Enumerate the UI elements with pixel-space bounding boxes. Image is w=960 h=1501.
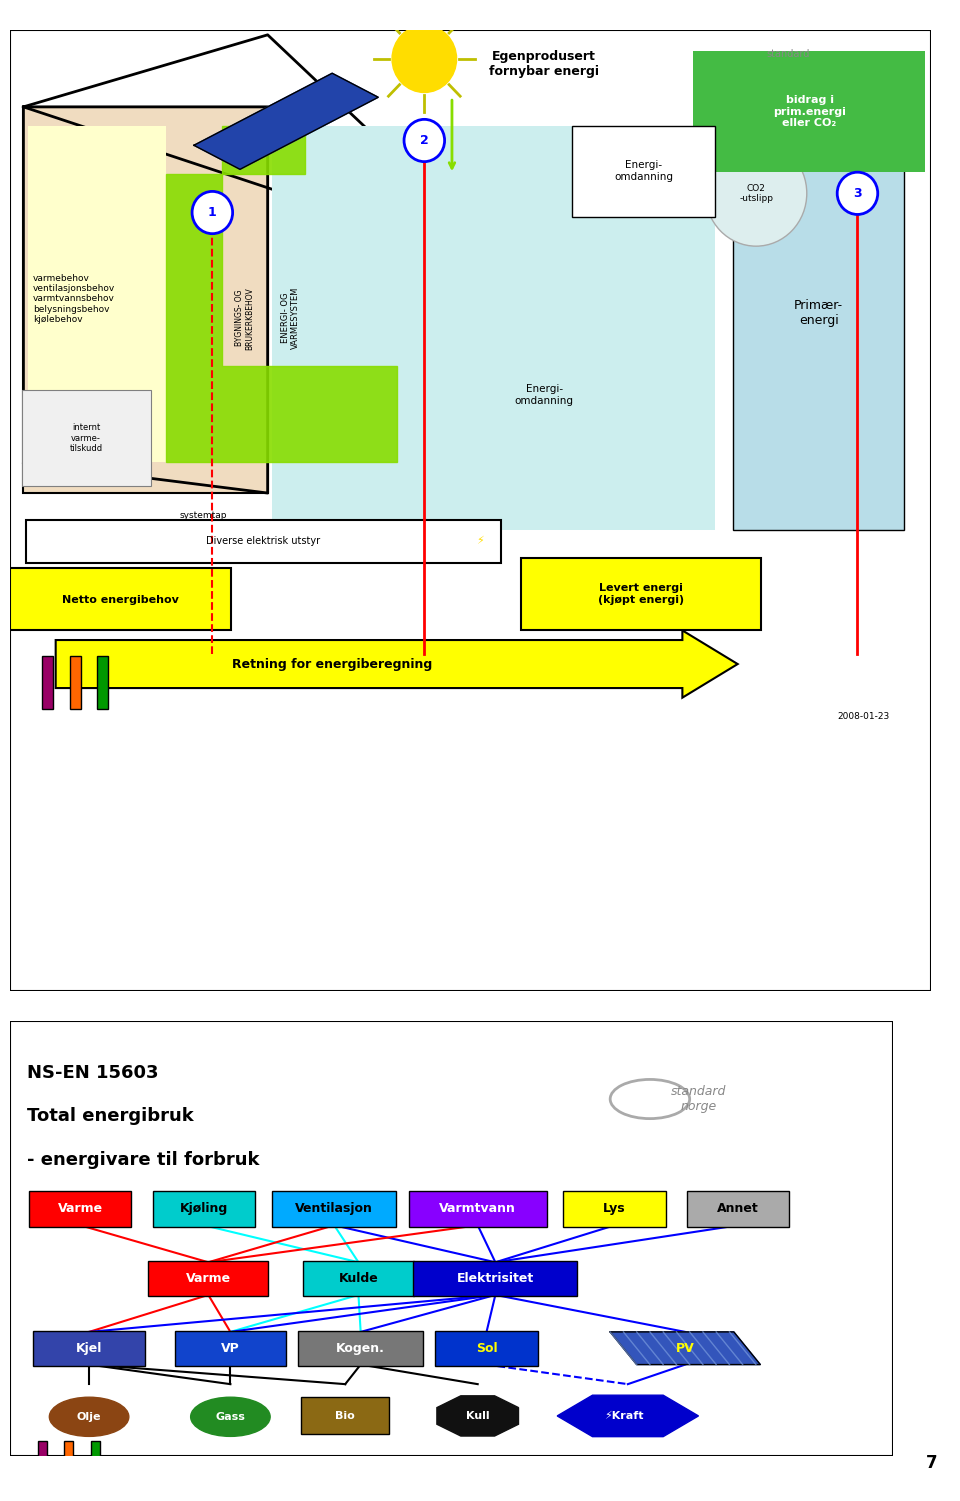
Text: standard
norge: standard norge	[671, 1085, 726, 1114]
Text: Kulde: Kulde	[339, 1271, 378, 1285]
Text: standard: standard	[767, 50, 810, 59]
Text: Gass: Gass	[215, 1412, 246, 1421]
FancyBboxPatch shape	[572, 126, 714, 218]
Text: CO2
-utslipp: CO2 -utslipp	[739, 183, 773, 203]
FancyBboxPatch shape	[521, 558, 760, 630]
Text: ⚡: ⚡	[476, 536, 484, 546]
Polygon shape	[611, 1331, 760, 1364]
Polygon shape	[23, 107, 268, 492]
FancyBboxPatch shape	[97, 656, 108, 708]
Text: Kull: Kull	[466, 1411, 490, 1421]
FancyBboxPatch shape	[64, 1441, 73, 1462]
Text: Levert energi
(kjøpt energi): Levert energi (kjøpt energi)	[598, 582, 684, 605]
Text: - energivare til forbruk: - energivare til forbruk	[27, 1151, 260, 1169]
FancyBboxPatch shape	[733, 98, 903, 530]
Text: Egenprodusert
fornybar energi: Egenprodusert fornybar energi	[490, 50, 599, 78]
Text: VP: VP	[221, 1342, 240, 1355]
Text: ENERGI- OG
VARMESYSTEM: ENERGI- OG VARMESYSTEM	[281, 287, 300, 350]
Text: Energi-
omdanning: Energi- omdanning	[614, 161, 673, 182]
Text: Lys: Lys	[603, 1202, 626, 1216]
FancyBboxPatch shape	[564, 1192, 666, 1226]
Text: 1: 1	[208, 206, 217, 219]
FancyBboxPatch shape	[69, 656, 81, 708]
Text: 7: 7	[925, 1454, 937, 1472]
FancyBboxPatch shape	[37, 1441, 47, 1462]
FancyBboxPatch shape	[301, 1397, 390, 1435]
FancyBboxPatch shape	[34, 1330, 145, 1366]
Circle shape	[49, 1397, 129, 1436]
FancyBboxPatch shape	[687, 1192, 789, 1226]
Text: Sol: Sol	[476, 1342, 497, 1355]
FancyBboxPatch shape	[10, 567, 230, 630]
Text: varmebehov
ventilasjonsbehov
varmtvannsbehov
belysningsbehov
kjølebehov: varmebehov ventilasjonsbehov varmtvannsb…	[33, 273, 115, 324]
Text: 2008-01-23: 2008-01-23	[837, 713, 890, 722]
FancyBboxPatch shape	[435, 1330, 538, 1366]
Text: Kogen.: Kogen.	[336, 1342, 385, 1355]
FancyBboxPatch shape	[175, 1330, 286, 1366]
FancyBboxPatch shape	[91, 1441, 100, 1462]
Text: Annet: Annet	[717, 1202, 759, 1216]
Circle shape	[191, 1397, 270, 1436]
Circle shape	[837, 173, 877, 215]
Text: PV: PV	[676, 1342, 695, 1355]
FancyBboxPatch shape	[153, 1192, 255, 1226]
Text: Varmtvann: Varmtvann	[440, 1202, 516, 1216]
Text: Primær-
energi: Primær- energi	[794, 299, 843, 327]
FancyBboxPatch shape	[28, 126, 166, 462]
FancyBboxPatch shape	[302, 1261, 414, 1297]
FancyBboxPatch shape	[413, 1261, 578, 1297]
Text: ⚡Kraft: ⚡Kraft	[604, 1411, 643, 1421]
Text: BYGNINGS- OG
BRUKERKBEHOV: BYGNINGS- OG BRUKERKBEHOV	[235, 287, 254, 350]
FancyBboxPatch shape	[148, 1261, 269, 1297]
Polygon shape	[23, 35, 516, 270]
FancyBboxPatch shape	[299, 1330, 423, 1366]
FancyBboxPatch shape	[23, 107, 268, 492]
Text: Netto energibehov: Netto energibehov	[61, 594, 179, 605]
FancyBboxPatch shape	[693, 51, 924, 173]
Text: Retning for energiberegning: Retning for energiberegning	[232, 657, 432, 671]
Text: Bio: Bio	[335, 1411, 355, 1421]
FancyBboxPatch shape	[21, 390, 151, 486]
Text: Ventilasjon: Ventilasjon	[296, 1202, 373, 1216]
Polygon shape	[437, 1396, 518, 1436]
Text: internt
varme-
tilskudd: internt varme- tilskudd	[69, 423, 103, 453]
Circle shape	[392, 26, 457, 93]
FancyBboxPatch shape	[26, 519, 501, 563]
Text: Total energibruk: Total energibruk	[27, 1108, 194, 1126]
Text: Olje: Olje	[77, 1412, 102, 1421]
Text: bidrag i
prim.energi
eller CO₂: bidrag i prim.energi eller CO₂	[773, 95, 846, 128]
Text: Diverse elektrisk utstyr: Diverse elektrisk utstyr	[206, 536, 320, 546]
FancyArrow shape	[56, 630, 737, 698]
Text: Varme: Varme	[185, 1271, 231, 1285]
Text: Kjøling: Kjøling	[180, 1202, 228, 1216]
Text: NS-EN 15603: NS-EN 15603	[27, 1064, 158, 1082]
FancyBboxPatch shape	[409, 1192, 546, 1226]
FancyBboxPatch shape	[273, 126, 714, 530]
Text: systemtap: systemtap	[180, 510, 227, 519]
FancyBboxPatch shape	[42, 656, 53, 708]
Circle shape	[404, 120, 444, 162]
Polygon shape	[166, 126, 396, 462]
Text: Kjel: Kjel	[76, 1342, 103, 1355]
Text: 3: 3	[853, 186, 862, 200]
Circle shape	[192, 192, 232, 234]
Circle shape	[706, 141, 806, 246]
FancyBboxPatch shape	[29, 1192, 132, 1226]
FancyBboxPatch shape	[10, 1021, 893, 1456]
Text: Energi-
omdanning: Energi- omdanning	[515, 384, 574, 405]
Polygon shape	[194, 74, 378, 170]
Text: Elektrisitet: Elektrisitet	[457, 1271, 534, 1285]
Text: 2: 2	[420, 134, 429, 147]
Polygon shape	[557, 1396, 699, 1436]
FancyBboxPatch shape	[10, 30, 931, 991]
FancyBboxPatch shape	[272, 1192, 396, 1226]
Text: Varme: Varme	[58, 1202, 103, 1216]
